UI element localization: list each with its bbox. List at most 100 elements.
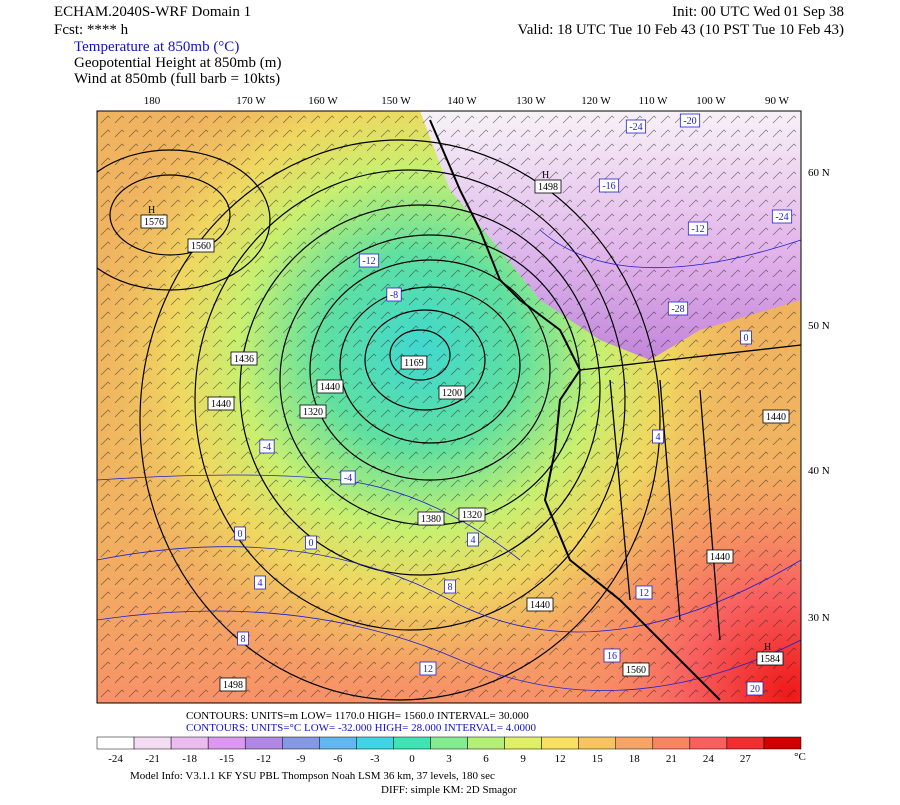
temperature-label: -28 xyxy=(671,304,684,315)
temperature-label-box xyxy=(234,526,246,541)
init-time: Init: 00 UTC Wed 01 Sep 38 xyxy=(672,4,844,20)
colorbar-cell xyxy=(541,736,579,750)
height-label-box xyxy=(526,597,554,612)
height-label-box xyxy=(438,385,466,400)
height-label-box xyxy=(187,238,215,253)
colorbar-cell xyxy=(726,736,765,750)
colorbar-label: 21 xyxy=(666,753,677,765)
height-label: 1440 xyxy=(766,412,786,423)
valid-time: Valid: 18 UTC Tue 10 Feb 43 (10 PST Tue … xyxy=(518,22,844,38)
longitude-label: 170 W xyxy=(236,95,266,107)
temperature-label: 0 xyxy=(744,333,749,344)
temperature-label: -20 xyxy=(683,116,696,127)
high-value: 1584 xyxy=(760,654,780,665)
temperature-label-box xyxy=(635,585,653,600)
footer: Model Info: V3.1.1 KF YSU PBL Thompson N… xyxy=(130,770,517,796)
height-label-box xyxy=(299,404,327,419)
high-mark: H xyxy=(542,170,549,181)
height-label-box xyxy=(207,396,235,411)
high-value-box xyxy=(140,214,168,229)
temperature-label-box xyxy=(386,287,402,302)
height-label-box xyxy=(316,379,344,394)
height-label: 1200 xyxy=(442,388,462,399)
colorbar: -24 -21 -18 -15 -12 -9 -6 -3 0 3 6 9 12 15 18 21 24 27 °C xyxy=(96,736,806,765)
model-title: ECHAM.2040S-WRF Domain 1 xyxy=(54,4,251,20)
longitude-label: 160 W xyxy=(308,95,338,107)
latitude-label: 30 N xyxy=(808,612,830,624)
colorbar-label: -24 xyxy=(108,753,123,765)
colorbar-label: 12 xyxy=(555,753,566,765)
height-label: 1169 xyxy=(404,358,424,369)
colorbar-cell xyxy=(467,736,505,750)
colorbar-cell xyxy=(763,736,802,750)
height-label: 1436 xyxy=(234,354,254,365)
high-value-box xyxy=(756,651,784,666)
latitude-label: 50 N xyxy=(808,320,830,332)
temperature-label-box xyxy=(340,470,356,485)
colorbar-label: 18 xyxy=(629,753,641,765)
map-labels: 180 170 W 160 W 150 W 140 W 130 W 120 W 110 W 10… xyxy=(140,95,830,696)
colorbar-label: -15 xyxy=(219,753,234,765)
temperature-label: -12 xyxy=(362,256,375,267)
colorbar-cell xyxy=(393,736,431,750)
colorbar-label: 0 xyxy=(409,753,415,765)
temperature-label-box xyxy=(746,681,764,696)
temperature-label: 16 xyxy=(607,651,617,662)
temperature-label: 12 xyxy=(423,664,433,675)
height-label: 1320 xyxy=(462,510,482,521)
high-value-box xyxy=(534,179,562,194)
colorbar-cell xyxy=(578,736,616,750)
colorbar-cell xyxy=(133,736,172,750)
field-label: Geopotential Height at 850mb (m) xyxy=(74,55,281,71)
height-label: 1440 xyxy=(320,382,340,393)
temperature-label-box xyxy=(667,301,689,316)
colorbar-label: 6 xyxy=(483,753,489,765)
height-label: 1320 xyxy=(303,407,323,418)
temperature-label-box xyxy=(254,575,266,590)
height-label-box xyxy=(762,409,790,424)
temperature-label: -8 xyxy=(390,290,398,301)
colorbar-cell xyxy=(430,736,468,750)
colorbar-cell xyxy=(356,736,394,750)
temperature-label-box xyxy=(652,429,664,444)
temperature-label-box xyxy=(687,221,709,236)
temperature-label: 0 xyxy=(309,538,314,549)
longitude-label: 140 W xyxy=(447,95,477,107)
height-label: 1380 xyxy=(421,514,441,525)
temperature-label-box xyxy=(237,631,249,646)
high-mark: H xyxy=(148,205,155,216)
longitude-label: 90 W xyxy=(765,95,790,107)
height-label-box xyxy=(706,549,734,564)
temperature-label: 4 xyxy=(471,535,476,546)
latitude-label: 60 N xyxy=(808,167,830,179)
colorbar-label: -6 xyxy=(333,753,343,765)
temperature-label: -24 xyxy=(629,122,642,133)
map-frame xyxy=(96,110,802,704)
colorbar-cell xyxy=(170,736,209,750)
temperature-label: -4 xyxy=(344,473,352,484)
colorbar-cell xyxy=(615,736,654,750)
longitude-label: 180 xyxy=(144,95,161,107)
forecast-hour: Fcst: **** h xyxy=(54,22,129,38)
colorbar-label: 27 xyxy=(740,753,752,765)
height-label: 1560 xyxy=(191,241,211,252)
temperature-label-box xyxy=(444,579,456,594)
temperature-label-box xyxy=(603,648,621,663)
temperature-label: 20 xyxy=(750,684,760,695)
temperature-label: 8 xyxy=(448,582,453,593)
height-label-box xyxy=(458,507,486,522)
temperature-label: 4 xyxy=(258,578,263,589)
colorbar-label: 24 xyxy=(703,753,715,765)
height-label: 1560 xyxy=(626,665,646,676)
high-value: 1498 xyxy=(538,182,558,193)
temperature-label-box xyxy=(598,178,620,193)
colorbar-label: -3 xyxy=(370,753,380,765)
temperature-label: -24 xyxy=(775,212,788,223)
temperature-label: 4 xyxy=(656,432,661,443)
temperature-label-box xyxy=(259,439,275,454)
height-label: 1440 xyxy=(530,600,550,611)
height-label: 1498 xyxy=(223,680,243,691)
colorbar-label: -18 xyxy=(182,753,197,765)
temperature-label-box xyxy=(419,661,437,676)
